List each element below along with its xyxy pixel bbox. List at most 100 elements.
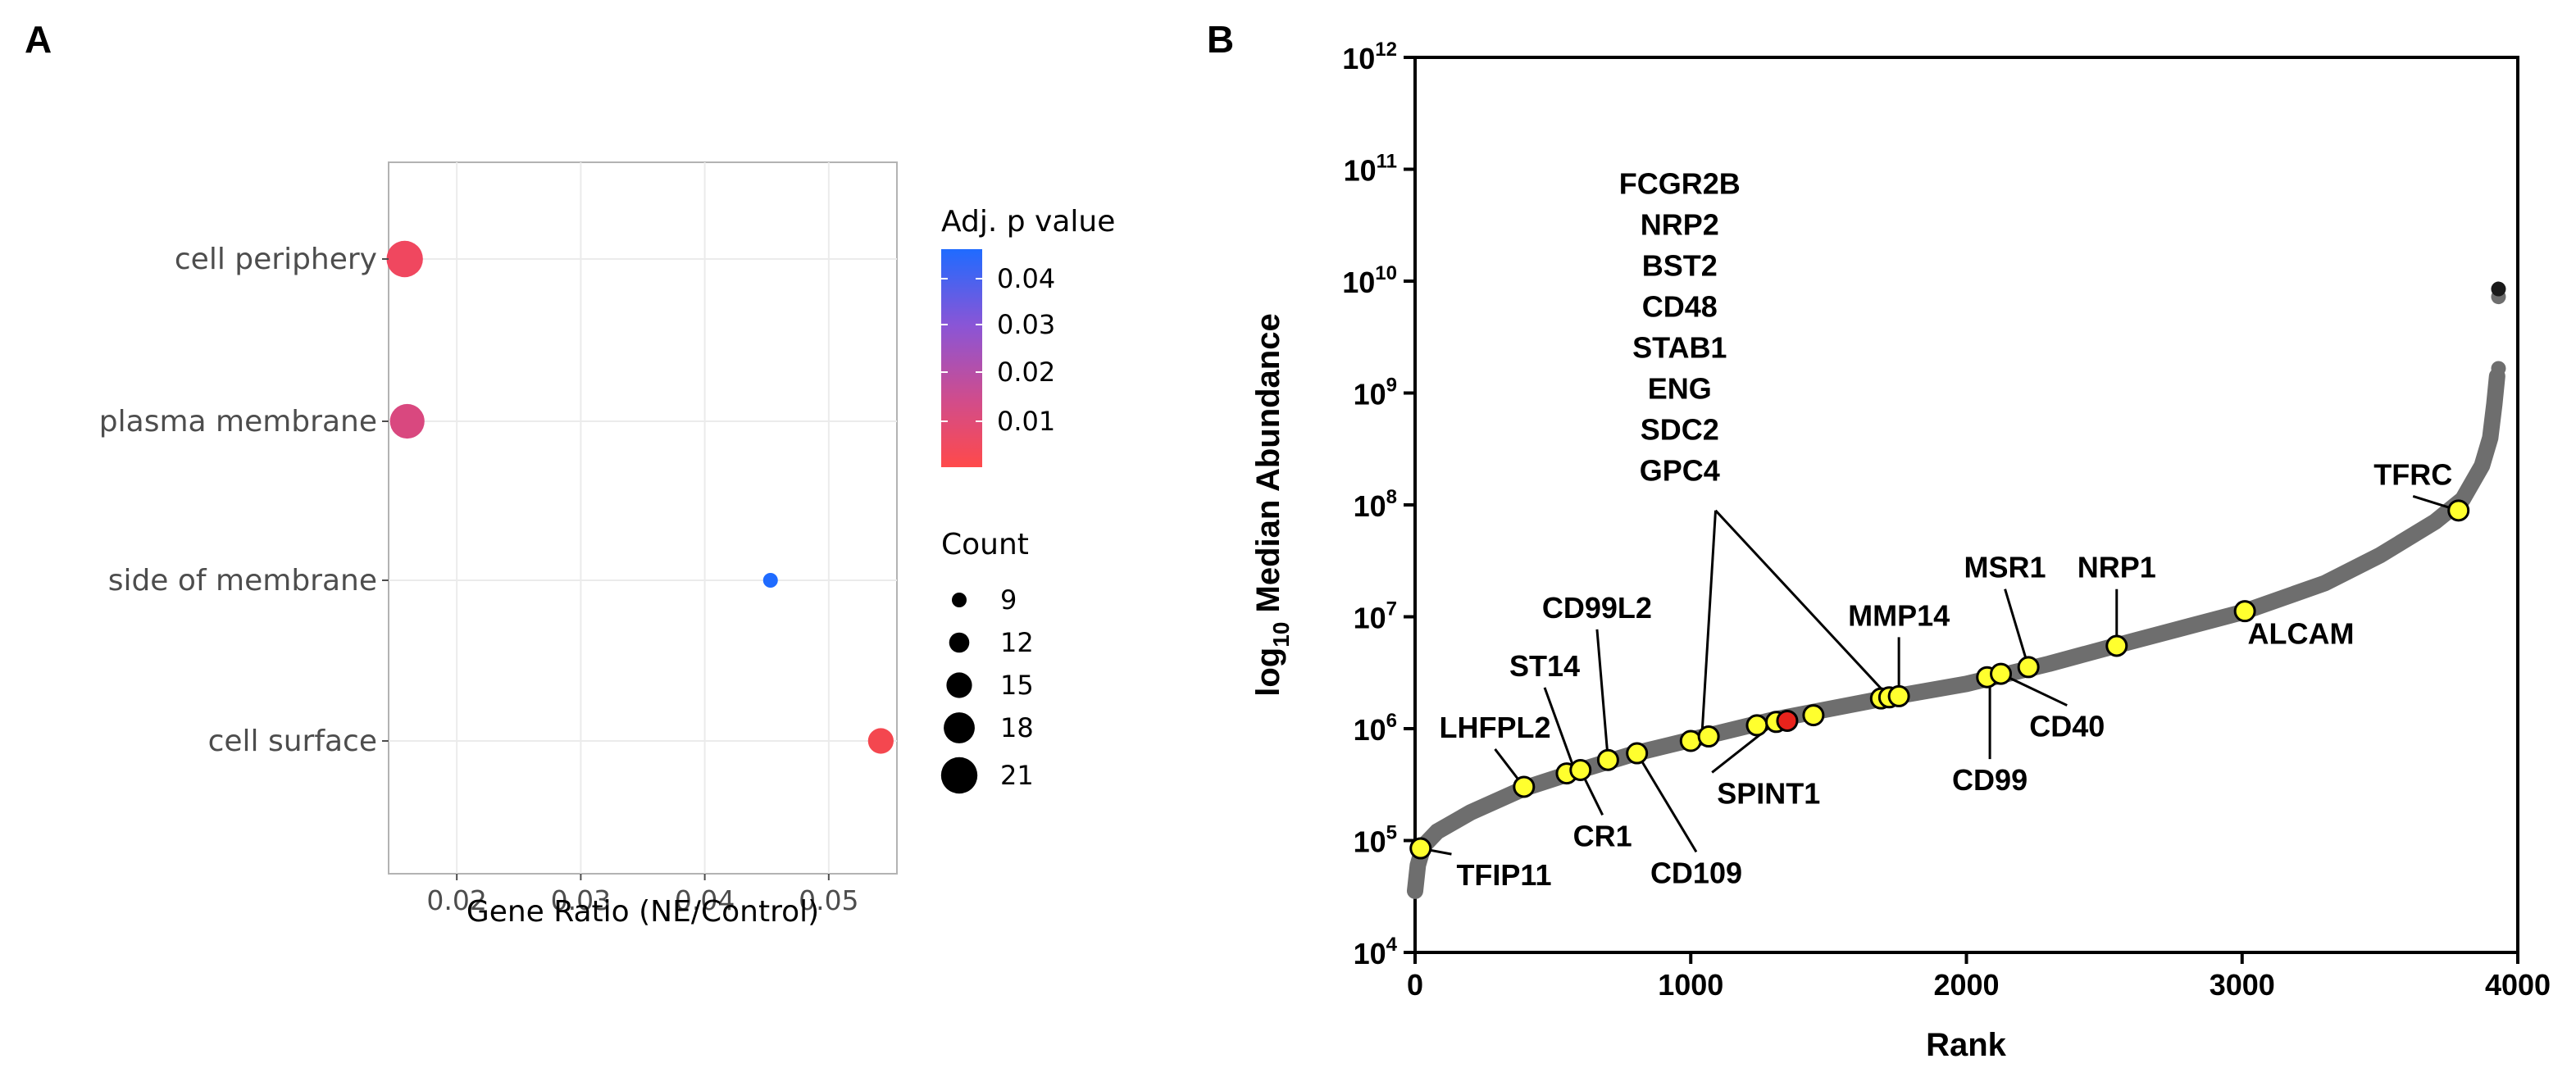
b-gene-label: MMP14 — [1848, 598, 1950, 632]
b-y-tick-base: 10 — [1354, 602, 1386, 635]
b-y-tick-base: 10 — [1342, 266, 1375, 299]
b-stacked-leader — [1714, 509, 1891, 698]
panel-b-x-axis-label: Rank — [1926, 1027, 2007, 1063]
b-x-tick-label: 2000 — [1933, 968, 1999, 1002]
panel-a-label: A — [25, 18, 52, 61]
b-stacked-gene-label: FCGR2B — [1619, 167, 1741, 201]
b-highlight-point — [1887, 684, 1910, 707]
b-y-tick-label: 1011 — [1344, 151, 1397, 188]
color-legend-label: 0.03 — [997, 309, 1055, 340]
a-x-tick-label: 0.02 — [426, 884, 486, 916]
b-stacked-leader — [1700, 510, 1718, 738]
b-highlight-point — [1745, 714, 1768, 737]
size-legend-label: 15 — [1000, 670, 1034, 701]
b-x-tick-label: 4000 — [2485, 968, 2551, 1002]
b-highlight-point — [1409, 837, 1432, 860]
b-highlight-point — [1802, 704, 1825, 727]
a-point — [867, 728, 894, 754]
b-highlight-point — [1596, 748, 1619, 771]
size-legend-label: 21 — [1000, 760, 1034, 791]
panel-a: A 0.02 0.03 0.04 0.05 cell periphery plasma … — [25, 18, 1115, 929]
a-point — [762, 573, 778, 588]
b-y-tick-exponent: 9 — [1386, 375, 1397, 397]
b-y-tick-label: 107 — [1354, 598, 1397, 635]
b-highlight-point — [1569, 759, 1592, 782]
b-stacked-gene-label: SDC2 — [1641, 413, 1719, 447]
size-legend-dot — [940, 757, 978, 794]
size-legend-title: Count — [941, 528, 1029, 561]
b-y-tick-label: 109 — [1354, 375, 1397, 411]
panel-b-leader-lines — [1420, 494, 2460, 856]
b-y-tick-base: 10 — [1354, 825, 1386, 859]
panel-b-highlight-points — [1409, 499, 2470, 860]
b-y-tick-base: 10 — [1344, 154, 1377, 188]
a-x-tick-label: 0.04 — [675, 884, 735, 916]
y-label-rest: Median Abundance — [1250, 313, 1286, 621]
color-legend-label: 0.02 — [997, 357, 1055, 388]
panel-a-plot-area — [388, 161, 898, 875]
b-outlier-point — [2491, 361, 2506, 376]
size-legend-dot — [944, 712, 975, 743]
b-y-tick-exponent: 12 — [1375, 39, 1397, 61]
b-y-tick-exponent: 8 — [1386, 486, 1397, 508]
b-y-tick-label: 108 — [1354, 486, 1397, 523]
b-highlight-point — [1513, 775, 1536, 798]
panel-a-color-legend: Adj. p value 0.04 0.03 0.02 0.01 — [941, 205, 1115, 467]
b-y-tick-exponent: 11 — [1377, 151, 1397, 173]
size-legend-dot — [949, 632, 970, 653]
color-legend-label: 0.04 — [997, 263, 1055, 294]
b-highlight-point — [1679, 729, 1702, 752]
y-label-log: log — [1250, 648, 1286, 697]
b-y-tick-base: 10 — [1354, 937, 1386, 970]
b-y-tick-label: 104 — [1354, 934, 1398, 970]
b-x-tick-label: 3000 — [2210, 968, 2275, 1002]
b-gene-label: ST14 — [1509, 649, 1580, 683]
panel-a-x-axis-label: Gene Ratio (NE/Control) — [467, 895, 819, 929]
b-highlight-point — [1776, 709, 1799, 732]
panel-a-x-ticks: 0.02 0.03 0.04 0.05 — [426, 874, 859, 916]
a-x-tick-label: 0.03 — [551, 884, 611, 916]
b-gene-label: LHFPL2 — [1440, 711, 1551, 744]
b-y-tick-label: 1012 — [1342, 39, 1397, 75]
b-stacked-gene-label: GPC4 — [1640, 454, 1720, 488]
b-leader-line — [1543, 687, 1577, 772]
b-y-tick-label: 106 — [1354, 710, 1397, 747]
size-legend-dot — [946, 672, 972, 698]
b-highlight-point — [2017, 656, 2040, 679]
panel-b-gene-labels: TFIP11 LHFPL2 ST14 CR1 CD99L2 CD109 SPINT1 MMP1… — [1440, 167, 2453, 893]
b-stacked-gene-label: BST2 — [1642, 249, 1718, 283]
b-x-tick-label: 0 — [1407, 968, 1423, 1002]
b-stacked-gene-label: ENG — [1648, 372, 1712, 406]
b-gene-label: CD99 — [1952, 763, 2028, 797]
a-category-label: side of membrane — [108, 564, 377, 598]
size-legend-label: 9 — [1000, 584, 1017, 616]
panel-b-x-ticks: 0 1000 2000 3000 4000 — [1407, 952, 2551, 1002]
b-gene-label: CR1 — [1573, 819, 1632, 852]
a-point — [386, 240, 423, 278]
b-y-tick-exponent: 6 — [1386, 710, 1397, 732]
b-outlier-point — [2491, 281, 2506, 297]
panel-a-points — [386, 240, 894, 754]
b-highlight-point — [1626, 742, 1649, 765]
b-stacked-gene-label: STAB1 — [1632, 331, 1727, 365]
a-category-label: plasma membrane — [99, 405, 377, 439]
b-gene-label: TFRC — [2373, 457, 2452, 491]
b-gene-label: CD99L2 — [1542, 591, 1652, 625]
b-rank-curve — [1407, 368, 2505, 899]
b-highlight-point — [2105, 634, 2128, 657]
b-y-tick-base: 10 — [1354, 378, 1386, 411]
b-highlight-point — [2233, 600, 2256, 623]
b-gene-label: MSR1 — [1964, 551, 2046, 584]
b-leader-line — [1595, 629, 1609, 761]
a-category-label: cell surface — [208, 725, 377, 758]
b-y-tick-base: 10 — [1354, 713, 1386, 747]
panel-a-gridlines — [389, 162, 897, 874]
color-legend-ticks: 0.04 0.03 0.02 0.01 — [941, 263, 1055, 437]
b-y-tick-exponent: 10 — [1375, 262, 1397, 284]
color-legend-title: Adj. p value — [941, 205, 1115, 239]
b-leader-line — [2000, 672, 2068, 707]
b-gene-label: CD109 — [1650, 856, 1742, 889]
